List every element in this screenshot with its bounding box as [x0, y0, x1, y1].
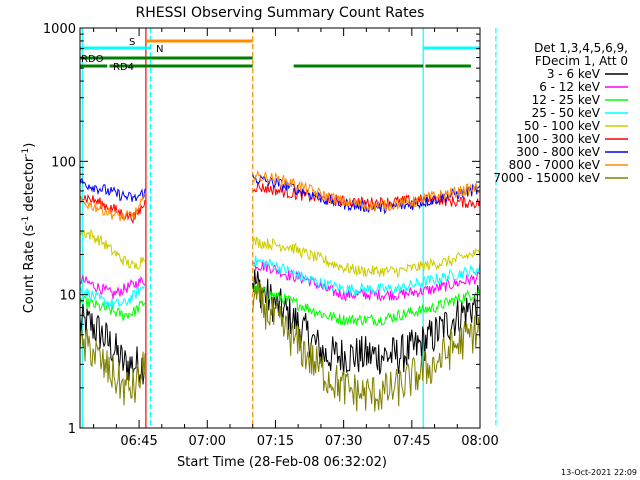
plot-frame: [79, 27, 481, 429]
annotation-rd4-label: RD4: [113, 62, 134, 73]
series-line: [79, 177, 146, 202]
series-line: [252, 236, 481, 279]
legend-entry: 12 - 25 keV: [532, 93, 601, 107]
legend-entry: 6 - 12 keV: [539, 80, 601, 94]
y-tick-label: 1000: [43, 22, 76, 37]
legend-entry: 25 - 50 keV: [532, 106, 601, 120]
y-axis: 1 10 100 1000: [43, 22, 480, 437]
series-line: [79, 192, 146, 222]
y-axis-label: Count Rate (s-1 detector-1): [21, 143, 37, 314]
series-line: [79, 284, 146, 309]
x-tick-label: 08:00: [461, 434, 498, 449]
legend-entry: 300 - 800 keV: [516, 145, 600, 159]
y-tick-label: 1: [68, 422, 76, 437]
series-line: [252, 261, 480, 303]
series-line: [252, 284, 481, 326]
chart-title: RHESSI Observing Summary Count Rates: [136, 5, 425, 21]
series-line: [79, 193, 146, 225]
series-line: [79, 228, 146, 270]
annotation-rdo-label: RDO: [81, 54, 104, 65]
x-axis-label: Start Time (28-Feb-08 06:32:02): [177, 455, 387, 470]
series-line: [79, 328, 146, 406]
x-tick-label: 06:45: [120, 434, 157, 449]
series-group: [79, 170, 481, 412]
annotation-n-label: N: [156, 44, 163, 55]
x-tick-label: 07:45: [393, 434, 430, 449]
legend-entry: 100 - 300 keV: [516, 132, 600, 146]
series-line: [252, 269, 480, 376]
x-tick-label: 07:00: [189, 434, 226, 449]
series-line: [252, 170, 480, 213]
legend-entry: 7000 - 15000 keV: [493, 171, 600, 185]
x-axis: 06:45 07:00 07:15 07:30 07:45 08:00: [93, 28, 499, 449]
series-line: [79, 273, 146, 299]
x-tick-label: 07:15: [257, 434, 294, 449]
series-line: [252, 255, 481, 296]
vertical-markers: [81, 28, 497, 428]
annotation-s-label: S: [129, 37, 135, 48]
y-tick-label: 10: [59, 289, 76, 304]
x-tick-label: 07:30: [325, 434, 362, 449]
annotation-bars: S N RDO RD4: [80, 37, 480, 73]
legend-header-line-2: FDecim 1, Att 0: [535, 54, 628, 68]
legend-entry: 50 - 100 keV: [524, 119, 601, 133]
legend-entry: 800 - 7000 keV: [509, 158, 601, 172]
generated-timestamp: 13-Oct-2021 22:09: [561, 468, 637, 477]
legend-entry: 3 - 6 keV: [547, 67, 601, 81]
legend-header-line-1: Det 1,3,4,5,6,9,: [534, 41, 628, 55]
y-tick-label: 100: [51, 155, 76, 170]
series-line: [252, 281, 481, 412]
